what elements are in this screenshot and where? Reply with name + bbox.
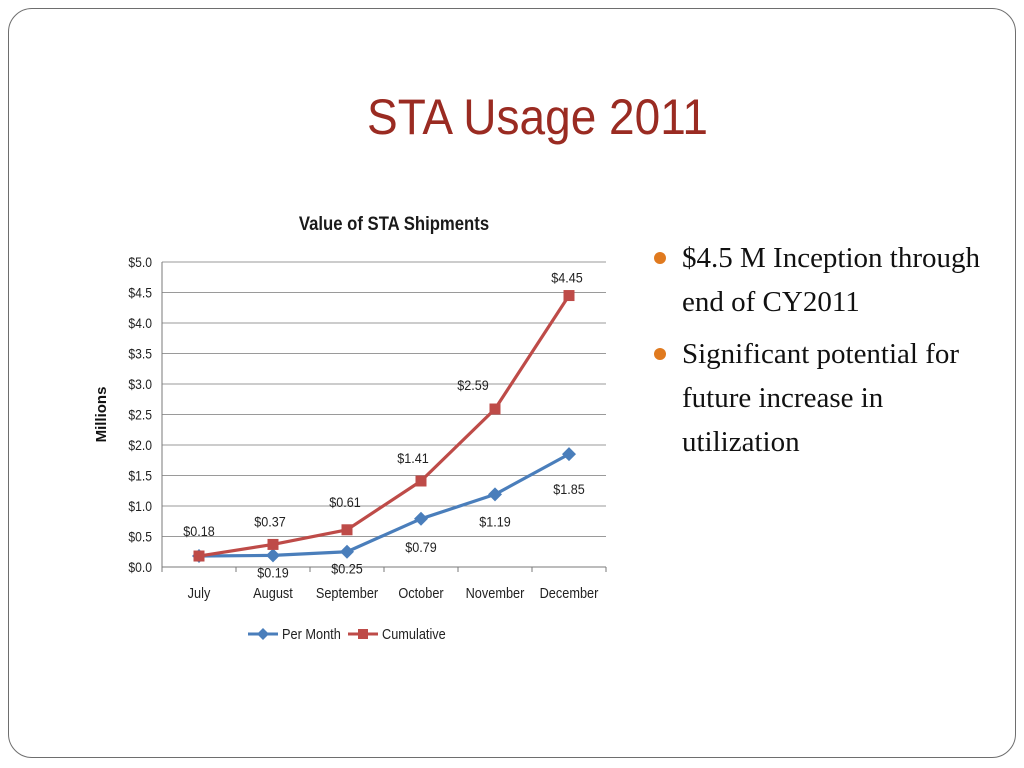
y-tick-label: $3.0	[128, 376, 152, 392]
data-point-per-month	[340, 544, 354, 559]
data-label: $4.45	[551, 270, 582, 286]
data-label: $0.25	[331, 561, 362, 577]
legend-label: Cumulative	[382, 626, 446, 642]
legend-label: Per Month	[282, 626, 341, 642]
data-point-cumulative	[193, 550, 205, 562]
x-tick-label: October	[398, 585, 444, 601]
data-label: $0.19	[257, 565, 288, 581]
bullet-dot-icon	[654, 348, 666, 360]
y-tick-label: $4.5	[128, 285, 152, 301]
y-tick-label: $3.5	[128, 346, 152, 362]
bullet-item-inception: $4.5 M Inception through end of CY2011	[652, 236, 992, 324]
bullet-item-potential: Significant potential for future increas…	[652, 332, 992, 464]
y-axis-label: Millions	[93, 387, 110, 443]
bullet-list: $4.5 M Inception through end of CY2011 S…	[652, 236, 992, 472]
x-tick-label: November	[466, 585, 525, 601]
y-tick-label: $2.0	[128, 437, 152, 453]
slide-title: STA Usage 2011	[367, 89, 708, 145]
bullet-dot-icon	[654, 252, 666, 264]
data-point-cumulative	[563, 290, 575, 302]
y-tick-label: $1.5	[128, 468, 152, 484]
data-label: $1.85	[553, 482, 584, 498]
line-chart: Value of STA Shipments $0.0 $0.5 $1.0 $1.5 $2…	[93, 213, 607, 642]
data-label: $0.61	[329, 494, 360, 510]
y-tick-label: $2.5	[128, 407, 152, 423]
bullet-text: $4.5 M Inception through end of CY2011	[682, 242, 981, 318]
data-label: $1.41	[397, 450, 428, 466]
data-point-cumulative	[415, 475, 427, 487]
y-tick-label: $0.5	[128, 529, 152, 545]
data-label: $1.19	[479, 514, 510, 530]
y-tick-label: $4.0	[128, 315, 152, 331]
legend-marker-diamond	[257, 628, 269, 640]
y-tick-label: $1.0	[128, 498, 152, 514]
data-label: $0.37	[254, 514, 285, 530]
series-line-cumulative	[198, 294, 571, 558]
y-tick-label: $0.0	[128, 559, 152, 575]
data-point-cumulative	[267, 538, 279, 550]
bullet-text: Significant potential for future increas…	[682, 338, 960, 458]
x-tick-label: August	[253, 585, 293, 601]
chart-container: Value of STA Shipments $0.0 $0.5 $1.0 $1.5 $2…	[80, 200, 620, 660]
data-point-per-month	[562, 447, 576, 462]
data-label: $0.18	[183, 523, 214, 539]
series-line-per-month	[198, 452, 570, 558]
x-tick-label: December	[540, 585, 599, 601]
data-label: $0.79	[405, 539, 436, 555]
data-point-per-month	[414, 511, 428, 526]
x-tick-label: September	[316, 585, 379, 601]
data-point-cumulative	[489, 403, 501, 415]
data-label: $2.59	[457, 377, 488, 393]
data-point-per-month	[488, 487, 502, 502]
data-point-per-month	[266, 548, 280, 563]
chart-title: Value of STA Shipments	[299, 213, 489, 234]
y-tick-label: $5.0	[128, 254, 152, 270]
legend-marker-square	[358, 629, 368, 639]
x-tick-label: July	[188, 585, 211, 601]
data-point-cumulative	[341, 524, 353, 536]
